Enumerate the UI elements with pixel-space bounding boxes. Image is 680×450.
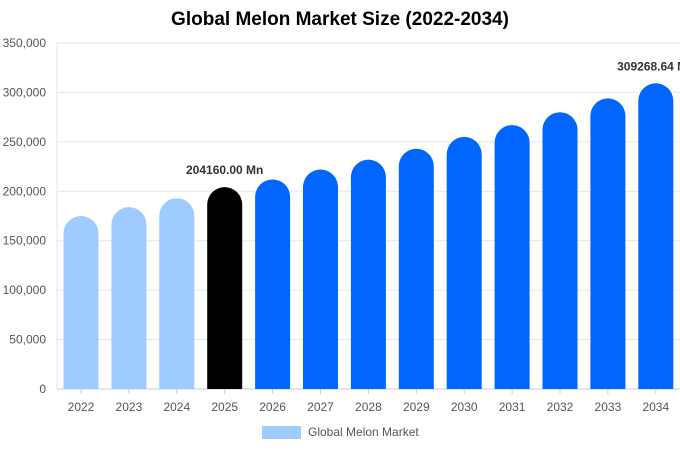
y-tick-label: 150,000 bbox=[3, 234, 47, 248]
y-tick-label: 0 bbox=[39, 382, 46, 396]
y-tick-label: 250,000 bbox=[3, 135, 47, 149]
x-tick-label: 2023 bbox=[116, 400, 143, 414]
y-tick-label: 100,000 bbox=[3, 283, 47, 297]
bar-2032[interactable] bbox=[542, 112, 578, 389]
x-tick-label: 2032 bbox=[547, 400, 574, 414]
x-tick-label: 2027 bbox=[307, 400, 334, 414]
legend[interactable]: Global Melon Market bbox=[262, 425, 419, 439]
y-tick-label: 200,000 bbox=[3, 184, 47, 198]
x-axis-ticks: 2022 2023 2024 2025 2026 2027 2028 2029 2030 2031… bbox=[68, 389, 669, 414]
legend-label: Global Melon Market bbox=[308, 425, 419, 439]
bar-2023[interactable] bbox=[111, 207, 147, 389]
legend-swatch bbox=[262, 425, 301, 439]
chart-title: Global Melon Market Size (2022-2034) bbox=[171, 9, 509, 30]
x-tick-label: 2030 bbox=[451, 400, 478, 414]
bar-2028[interactable] bbox=[350, 159, 386, 389]
bar-2027[interactable] bbox=[303, 169, 338, 389]
y-tick-label: 50,000 bbox=[9, 333, 46, 347]
bar-2034[interactable] bbox=[638, 83, 674, 389]
bar-2033[interactable] bbox=[590, 98, 626, 390]
x-tick-label: 2031 bbox=[499, 400, 526, 414]
x-tick-label: 2026 bbox=[259, 400, 286, 414]
bar-2024[interactable] bbox=[159, 198, 195, 389]
y-tick-label: 300,000 bbox=[3, 85, 47, 99]
y-tick-label: 350,000 bbox=[3, 36, 47, 50]
bar-2029[interactable] bbox=[398, 148, 434, 389]
x-tick-label: 2029 bbox=[403, 400, 430, 414]
x-tick-label: 2024 bbox=[163, 400, 190, 414]
y-axis-ticks: 0 50,000 100,000 150,000 200,000 250,000 300,0… bbox=[3, 36, 47, 396]
data-label-2025: 204160.00 Mn bbox=[186, 163, 263, 177]
x-tick-label: 2033 bbox=[595, 400, 622, 414]
x-tick-label: 2034 bbox=[642, 400, 669, 414]
bar-2022[interactable] bbox=[63, 216, 99, 389]
bars bbox=[63, 83, 674, 390]
bar-2031[interactable] bbox=[494, 125, 530, 389]
bar-2030[interactable] bbox=[446, 136, 482, 389]
bar-2025[interactable] bbox=[207, 187, 243, 389]
x-tick-label: 2025 bbox=[211, 400, 238, 414]
x-tick-label: 2028 bbox=[355, 400, 382, 414]
data-label-2034: 309268.64 Mn bbox=[617, 59, 680, 73]
data-annotations: 204160.00 Mn 309268.64 Mn bbox=[186, 59, 680, 177]
x-tick-label: 2022 bbox=[68, 400, 95, 414]
bar-2026[interactable] bbox=[255, 179, 291, 389]
